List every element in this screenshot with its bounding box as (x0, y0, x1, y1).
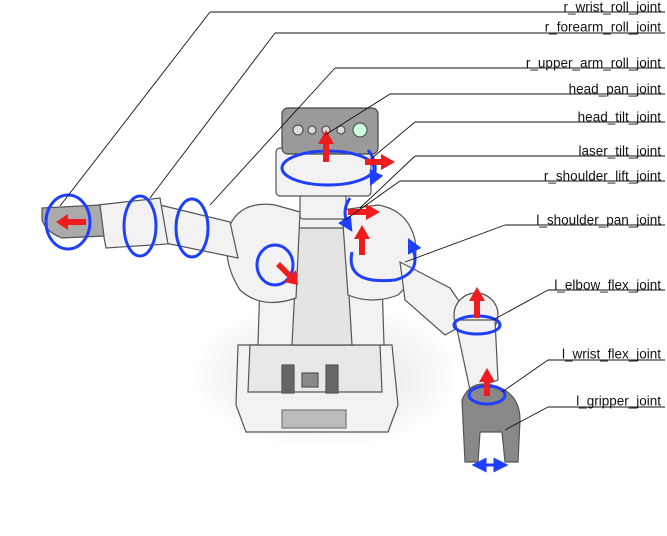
joint-label-head-pan: head_pan_joint (324, 82, 665, 136)
leader-line (371, 121, 416, 159)
joint-label-text: l_gripper_joint (576, 394, 661, 409)
r-shoulder-lift-rotation-marker (255, 243, 295, 287)
leader-line (359, 155, 416, 209)
joint-label-text: l_shoulder_pan_joint (536, 213, 661, 228)
joint-label-r-shoulder-lift: r_shoulder_lift_joint (344, 169, 665, 221)
joint-label-r-wrist-roll: r_wrist_roll_joint (59, 0, 665, 207)
joint-label-text: l_elbow_flex_joint (554, 278, 661, 293)
leader-line (59, 11, 211, 207)
right-shoulder (225, 203, 301, 304)
leader-line (324, 93, 391, 136)
joint-label-l-gripper: l_gripper_joint (504, 394, 665, 431)
joint-label-text: r_wrist_roll_joint (563, 0, 661, 15)
laser-tilt-axis-arrow (348, 204, 380, 220)
head-pan-axis-arrow (318, 130, 334, 162)
head-tilt-axis-arrow (365, 154, 395, 170)
leader-line (404, 224, 506, 263)
joint-label-text: r_shoulder_lift_joint (544, 169, 661, 184)
l-wrist-flex-axis-arrow (479, 368, 495, 396)
right-forearm (97, 197, 169, 249)
head-tilt-rotation-marker (366, 149, 384, 187)
translation-arrows (56, 130, 495, 396)
joint-label-head-tilt: head_tilt_joint (371, 110, 665, 159)
leader-line (501, 359, 549, 393)
leader-line (209, 67, 336, 206)
left-gripper (461, 383, 521, 463)
base-vent (281, 409, 347, 429)
l-shoulder-pan-axis-arrow (354, 225, 370, 255)
joint-label-l-wrist-flex: l_wrist_flex_joint (501, 347, 665, 393)
joint-label-text: r_forearm_roll_joint (545, 20, 662, 35)
r-forearm-roll-rotation-marker (122, 194, 158, 258)
r-shoulder-lift-axis-arrow (276, 262, 298, 285)
joint-label-text: head_tilt_joint (578, 110, 662, 125)
leader-line (504, 406, 549, 431)
r-upper-arm-roll-rotation-marker (174, 197, 210, 259)
leader-line (149, 32, 276, 199)
joint-label-text: head_pan_joint (569, 82, 662, 97)
leader-line (344, 180, 401, 221)
joint-label-l-elbow-flex: l_elbow_flex_joint (492, 278, 665, 321)
joint-labels: r_wrist_roll_joint r_forearm_roll_joint r_… (59, 0, 665, 431)
laser-unit (299, 194, 347, 220)
r-wrist-axis-arrow (56, 214, 86, 230)
joint-label-laser-tilt: laser_tilt_joint (359, 144, 665, 209)
joint-label-r-forearm-roll: r_forearm_roll_joint (149, 20, 665, 199)
joint-label-r-upper-arm-roll: r_upper_arm_roll_joint (209, 56, 665, 206)
joint-label-text: l_wrist_flex_joint (562, 347, 661, 362)
joint-label-l-shoulder-pan: l_shoulder_pan_joint (404, 213, 665, 263)
leader-line (492, 289, 549, 321)
l-elbow-flex-axis-arrow (469, 287, 485, 318)
right-upper-arm (159, 204, 239, 259)
joint-label-text: laser_tilt_joint (578, 144, 661, 159)
joint-label-text: r_upper_arm_roll_joint (526, 56, 661, 71)
laser-tilt-rotation-marker (338, 197, 353, 232)
